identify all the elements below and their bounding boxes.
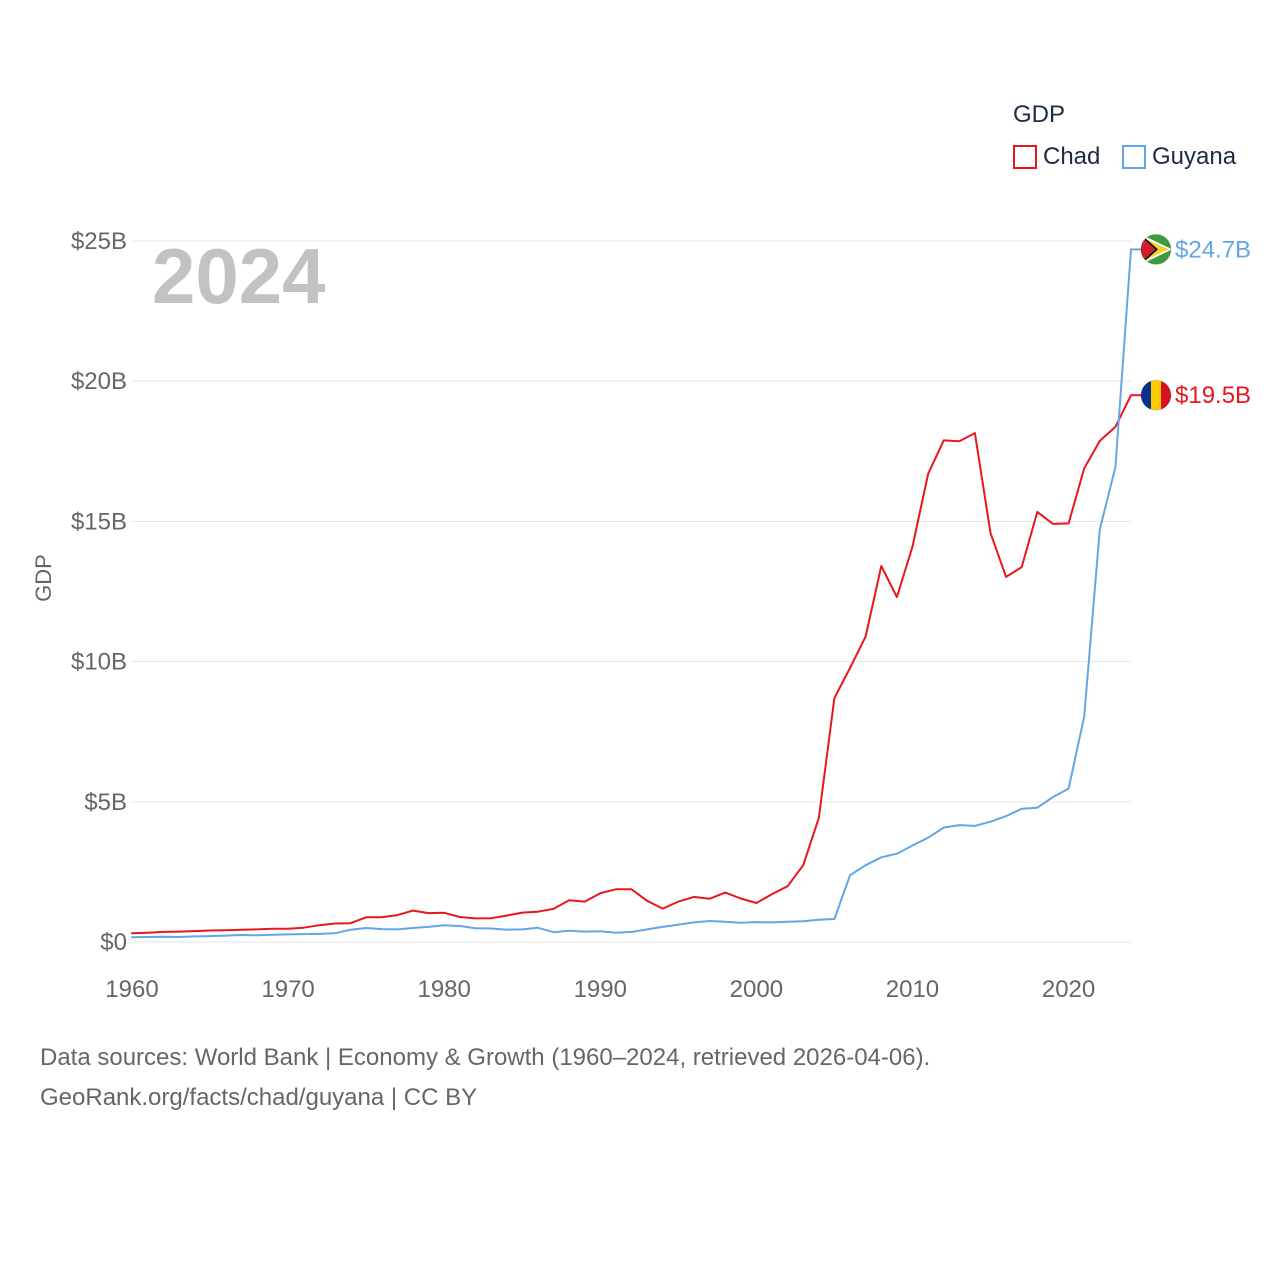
footer-attribution: GeoRank.org/facts/chad/guyana | CC BY [40, 1084, 478, 1111]
y-tick-label: $0 [100, 929, 127, 956]
x-tick-label: 1990 [574, 976, 627, 1003]
x-tick-label: 1980 [417, 976, 470, 1003]
end-value-label-guyana: $24.7B [1175, 236, 1251, 263]
y-tick-label: $25B [71, 228, 127, 255]
y-tick-label: $5B [84, 789, 127, 816]
axes: $0 $5B $10B $15B $20B $25B 1960 1970 1980 1990 200… [71, 228, 1095, 1003]
y-tick-label: $15B [71, 508, 127, 535]
legend-swatch-chad [1013, 145, 1037, 169]
end-labels: $19.5B $24.7B [1131, 233, 1251, 411]
x-tick-label: 2010 [886, 976, 939, 1003]
legend-item-guyana[interactable]: Guyana [1122, 143, 1236, 171]
series-lines [131, 248, 1132, 939]
legend-item-chad[interactable]: Chad [1013, 143, 1100, 171]
x-tick-label: 2000 [730, 976, 783, 1003]
y-axis-title: GDP [31, 554, 56, 602]
end-value-label-chad: $19.5B [1175, 382, 1251, 409]
series-line-guyana [131, 248, 1132, 939]
legend-label-chad: Chad [1043, 143, 1101, 170]
footer-sources: Data sources: World Bank | Economy & Gro… [40, 1044, 931, 1071]
legend-label-guyana: Guyana [1152, 143, 1237, 170]
x-tick-label: 2020 [1042, 976, 1095, 1003]
year-label: 2024 [152, 232, 326, 320]
x-tick-label: 1960 [105, 976, 158, 1003]
chad-flag-icon [1140, 379, 1172, 411]
x-tick-label: 1970 [261, 976, 314, 1003]
series-line-chad [131, 394, 1132, 935]
legend-swatch-guyana [1122, 145, 1146, 169]
legend-title: GDP [1013, 101, 1066, 128]
y-tick-label: $10B [71, 649, 127, 676]
guyana-flag-icon [1140, 233, 1172, 265]
y-tick-label: $20B [71, 368, 127, 395]
gridlines [131, 240, 1131, 943]
